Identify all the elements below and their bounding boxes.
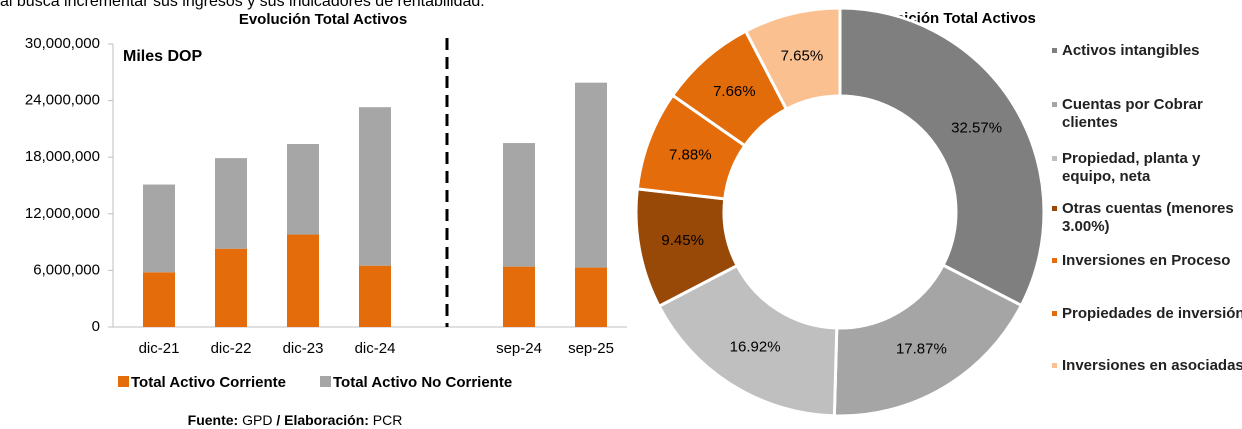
x-tick-label: dic-23 — [283, 340, 324, 357]
donut-slice — [838, 6, 1046, 308]
x-tick-label: dic-22 — [211, 340, 252, 357]
legend-entry: Otras cuentas (menores 3.00%) — [1052, 200, 1242, 236]
legend-entry: Inversiones en asociadas — [1052, 357, 1242, 375]
bar — [143, 272, 175, 327]
legend-swatch — [1052, 48, 1057, 53]
slice-label: 16.92% — [730, 339, 781, 356]
legend-label: Otras cuentas (menores 3.00%) — [1062, 200, 1234, 235]
bar — [359, 107, 391, 266]
legend-label: Propiedad, planta y equipo, neta — [1062, 150, 1201, 185]
legend-entry: Cuentas por Cobrar clientes — [1052, 96, 1242, 132]
slice-label: 32.57% — [951, 120, 1002, 137]
slice-label: 7.65% — [781, 48, 824, 65]
legend-entry: Activos intangibles — [1052, 42, 1242, 60]
slice-label: 9.45% — [661, 232, 704, 249]
bar — [287, 234, 319, 327]
footer-credit: PCR — [373, 412, 403, 428]
legend-label: Cuentas por Cobrar clientes — [1062, 96, 1203, 131]
legend-swatch — [1052, 311, 1057, 316]
footer-credit-label: Elaboración: — [284, 412, 369, 428]
x-tick-label: dic-24 — [355, 340, 396, 357]
legend-label: Total Activo Corriente — [131, 374, 286, 391]
intro-text: al busca incrementar sus ingresos y sus … — [0, 0, 485, 10]
y-tick-label: 0 — [92, 318, 100, 335]
legend-entry: Propiedad, planta y equipo, neta — [1052, 150, 1242, 186]
slice-label: 17.87% — [896, 341, 947, 358]
y-tick-label: 30,000,000 — [25, 35, 100, 52]
legend-swatch — [1052, 156, 1057, 161]
bar — [287, 143, 319, 235]
donut-slice — [832, 263, 1024, 418]
legend-swatch — [1052, 206, 1057, 211]
bar — [503, 143, 535, 267]
bar — [575, 267, 607, 327]
bar — [359, 265, 391, 327]
slice-label: 7.66% — [713, 83, 756, 100]
annotation: Miles DOP — [123, 48, 202, 65]
bar — [215, 248, 247, 327]
x-tick-label: sep-25 — [568, 340, 614, 357]
legend-label: Inversiones en asociadas — [1062, 357, 1242, 374]
legend-entry: Propiedades de inversión — [1052, 305, 1242, 323]
bar — [143, 184, 175, 273]
footer-source: GPD — [242, 412, 272, 428]
footer-source-label: Fuente: — [188, 412, 239, 428]
legend-swatch — [320, 376, 331, 387]
legend-label: Inversiones en Proceso — [1062, 252, 1231, 269]
y-tick-label: 6,000,000 — [33, 261, 100, 278]
legend-label: Propiedades de inversión — [1062, 305, 1242, 322]
y-tick-label: 12,000,000 — [25, 205, 100, 222]
x-tick-label: sep-24 — [496, 340, 542, 357]
x-tick-label: dic-21 — [139, 340, 180, 357]
legend-swatch — [1052, 102, 1057, 107]
donut-slice — [657, 263, 839, 418]
bar — [215, 158, 247, 249]
legend-entry: Inversiones en Proceso — [1052, 252, 1242, 270]
bar — [575, 82, 607, 268]
legend-swatch — [1052, 363, 1057, 368]
slice-label: 7.88% — [669, 146, 712, 163]
legend-label: Total Activo No Corriente — [333, 374, 512, 391]
y-tick-label: 24,000,000 — [25, 92, 100, 109]
bar-title: Evolución Total Activos — [239, 11, 407, 28]
legend-label: Activos intangibles — [1062, 42, 1200, 59]
legend-swatch — [1052, 258, 1057, 263]
legend-swatch — [118, 376, 129, 387]
y-tick-label: 18,000,000 — [25, 148, 100, 165]
footer: Fuente: GPD / Elaboración: PCR — [188, 412, 403, 428]
footer-separator: / — [276, 412, 280, 428]
donut-slice — [743, 6, 842, 112]
bar — [503, 266, 535, 327]
